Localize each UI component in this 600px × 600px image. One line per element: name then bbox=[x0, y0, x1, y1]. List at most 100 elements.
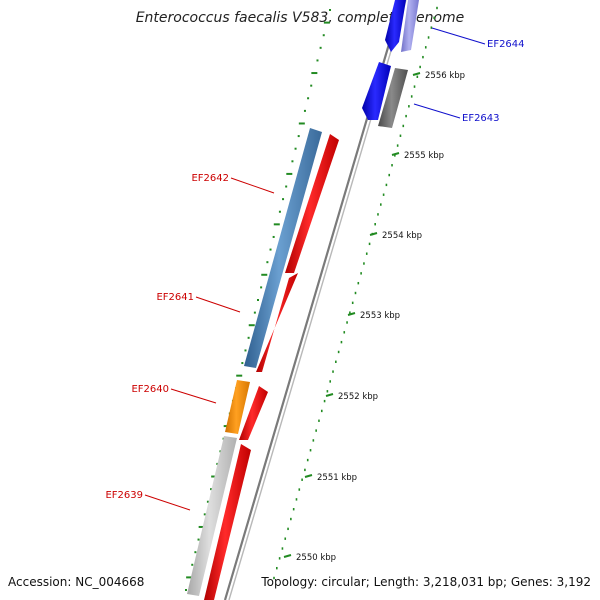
outer-minor-mark bbox=[297, 135, 300, 138]
minor-tick bbox=[368, 242, 371, 246]
minor-tick bbox=[351, 301, 354, 305]
minor-tick bbox=[340, 340, 343, 344]
outer-minor-mark bbox=[257, 299, 259, 301]
minor-tick bbox=[424, 46, 427, 49]
minor-tick bbox=[360, 272, 362, 275]
tick-label: 2552 kbp bbox=[338, 392, 378, 402]
gene-label-ef2644[interactable]: EF2644 bbox=[487, 39, 525, 50]
outer-minor-mark bbox=[266, 261, 269, 264]
outer-minor-mark bbox=[303, 109, 306, 112]
outer-minor-mark bbox=[285, 185, 288, 188]
outer-minor-mark bbox=[316, 59, 319, 62]
minor-tick bbox=[290, 517, 292, 521]
outer-minor-mark bbox=[253, 311, 256, 314]
label-leader-line bbox=[170, 388, 217, 404]
minor-tick bbox=[385, 183, 388, 187]
outer-major-mark bbox=[273, 223, 280, 226]
label-leader-line bbox=[195, 296, 241, 313]
outer-minor-mark bbox=[244, 349, 247, 352]
minor-tick bbox=[320, 409, 323, 413]
tick-label: 2554 kbp bbox=[382, 231, 422, 241]
label-leader-line bbox=[144, 494, 191, 511]
outer-minor-mark bbox=[329, 9, 331, 11]
major-tick bbox=[325, 393, 334, 397]
gene-label-ef2641[interactable]: EF2641 bbox=[156, 292, 194, 303]
minor-tick bbox=[436, 6, 438, 10]
gene-ef2640-cog[interactable] bbox=[225, 380, 250, 434]
minor-tick bbox=[399, 134, 402, 137]
minor-tick bbox=[388, 173, 391, 177]
outer-minor-mark bbox=[294, 147, 297, 150]
minor-tick bbox=[332, 370, 334, 373]
minor-tick bbox=[396, 144, 399, 147]
gene-ef2640-forward[interactable] bbox=[239, 386, 268, 440]
gene-ef2643-cog[interactable] bbox=[378, 68, 408, 128]
minor-tick bbox=[301, 478, 303, 481]
outer-minor-mark bbox=[203, 513, 206, 516]
outer-minor-mark bbox=[197, 538, 200, 541]
tick-label: 2556 kbp bbox=[425, 71, 465, 81]
gene-ef2643-reverse[interactable] bbox=[362, 62, 391, 120]
outer-major-mark bbox=[298, 122, 305, 125]
outer-minor-mark bbox=[194, 551, 197, 554]
tick-label: 2551 kbp bbox=[317, 473, 357, 483]
gene-ef2639-cog[interactable] bbox=[187, 436, 237, 596]
outer-minor-mark bbox=[185, 589, 187, 591]
forward-strand-genes bbox=[204, 134, 339, 600]
minor-tick bbox=[394, 154, 396, 157]
topology-text: Topology: circular; Length: 3,218,031 bp… bbox=[260, 575, 591, 589]
outer-major-mark bbox=[211, 475, 218, 478]
outer-minor-mark bbox=[210, 488, 213, 491]
outer-minor-mark bbox=[319, 46, 322, 49]
minor-tick bbox=[278, 557, 281, 560]
minor-tick bbox=[377, 213, 379, 216]
minor-tick bbox=[433, 16, 435, 20]
gene-label-ef2639[interactable]: EF2639 bbox=[105, 490, 143, 501]
outer-major-mark bbox=[248, 324, 255, 327]
label-leader-line bbox=[230, 177, 275, 194]
outer-minor-mark bbox=[206, 500, 209, 503]
gene-ef2641-forward[interactable] bbox=[256, 273, 298, 372]
gene-ef2639-forward[interactable] bbox=[204, 444, 251, 600]
minor-tick bbox=[329, 380, 332, 383]
gene-label-ef2640[interactable]: EF2640 bbox=[131, 384, 169, 395]
minor-tick bbox=[410, 95, 413, 98]
gene-ef2644-reverse[interactable] bbox=[385, 0, 406, 52]
outer-major-mark bbox=[236, 374, 243, 377]
reverse-strand-genes bbox=[362, 0, 419, 128]
outer-major-mark bbox=[261, 273, 268, 276]
minor-tick bbox=[318, 419, 320, 422]
outer-minor-mark bbox=[291, 160, 294, 163]
minor-tick bbox=[306, 458, 309, 462]
gene-ef2642-cog[interactable] bbox=[244, 128, 322, 368]
outer-minor-mark bbox=[216, 462, 219, 465]
minor-tick bbox=[354, 291, 357, 295]
minor-tick bbox=[273, 576, 275, 580]
minor-tick bbox=[405, 114, 407, 118]
gene-ef2644-cog[interactable] bbox=[401, 0, 419, 52]
minor-tick bbox=[284, 537, 287, 540]
minor-tick bbox=[349, 311, 351, 314]
minor-tick bbox=[408, 105, 410, 108]
minor-tick bbox=[382, 193, 385, 196]
minor-tick bbox=[281, 547, 284, 550]
gene-ef2642-forward[interactable] bbox=[285, 134, 339, 273]
gene-label-ef2643[interactable]: EF2643 bbox=[462, 113, 500, 124]
cog-track bbox=[187, 128, 322, 596]
minor-tick bbox=[335, 360, 337, 363]
gene-label-ef2642[interactable]: EF2642 bbox=[191, 173, 229, 184]
minor-tick-marks bbox=[273, 6, 438, 580]
minor-tick bbox=[346, 321, 348, 324]
major-tick bbox=[347, 312, 356, 316]
outer-minor-mark bbox=[191, 563, 194, 566]
outer-major-mark bbox=[311, 72, 318, 75]
minor-tick bbox=[292, 508, 295, 511]
map-title: Enterococcus faecalis V583, complete gen… bbox=[136, 10, 465, 26]
outer-minor-mark bbox=[278, 210, 281, 213]
major-tick bbox=[412, 72, 421, 76]
tick-label: 2553 kbp bbox=[360, 311, 400, 321]
minor-tick bbox=[343, 331, 346, 334]
minor-tick bbox=[427, 36, 430, 39]
